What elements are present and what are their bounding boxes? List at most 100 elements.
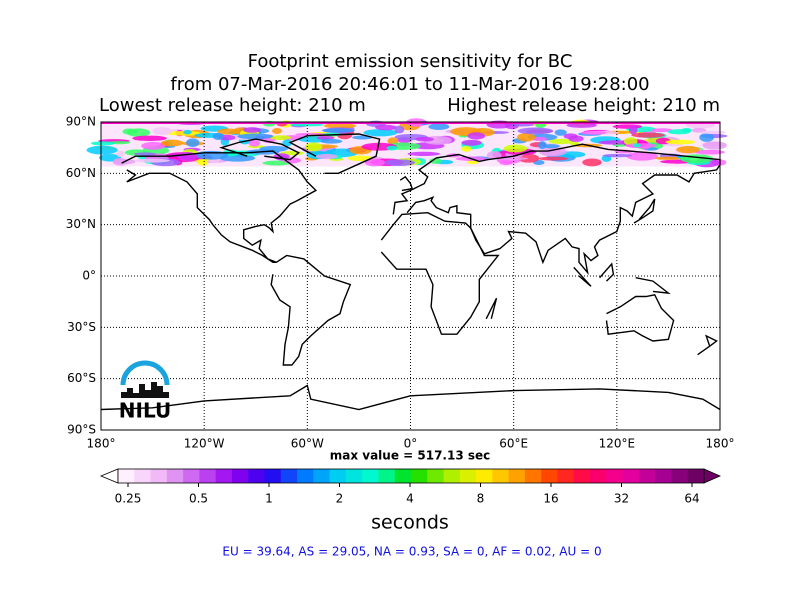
colorbar-tick-label: 0.5 — [189, 492, 208, 506]
lon-tick-label: 60°E — [499, 437, 528, 451]
footprint-cell — [183, 129, 192, 135]
coastline — [633, 198, 656, 224]
footprint-cell — [90, 141, 115, 146]
footprint-cell — [665, 139, 696, 145]
colorbar-segment — [671, 469, 689, 483]
colorbar-tick-label: 1 — [265, 492, 273, 506]
footprint-cell — [580, 131, 607, 135]
footprint-cell — [394, 125, 405, 134]
footprint-cell — [315, 153, 338, 160]
lat-tick-label: 60°S — [67, 371, 96, 385]
footprint-cell — [699, 133, 715, 142]
colorbar: 0.25 0.5 1 2 4 8 16 32 64 — [99, 468, 721, 506]
logo-buildings — [121, 382, 169, 398]
colorbar-segment — [378, 469, 396, 483]
logo-arc — [120, 360, 170, 386]
colorbar-segment — [427, 469, 445, 483]
footprint-cell — [323, 123, 357, 129]
title-line: Footprint emission sensitivity for BC — [248, 51, 573, 72]
colorbar-tick-label: 8 — [477, 492, 485, 506]
footprint-cell — [116, 150, 125, 158]
footprint-cell — [505, 123, 535, 127]
title-line: from 07-Mar-2016 20:46:01 to 11-Mar-2016… — [170, 74, 649, 95]
footprint-cell — [626, 151, 658, 161]
colorbar-tick-label: 0.25 — [115, 492, 142, 506]
coastline — [270, 254, 352, 366]
lat-tick-label: 90°N — [66, 115, 96, 129]
coastline — [697, 334, 718, 356]
footprint-cell — [122, 128, 138, 135]
footprint-cell — [375, 124, 397, 131]
footprint-cell — [503, 144, 528, 153]
region-summary: EU = 39.64, AS = 29.05, NA = 0.93, SA = … — [222, 545, 601, 559]
colorbar-segment — [687, 469, 705, 483]
lat-tick-label: 0° — [82, 269, 96, 283]
footprint-cell — [548, 138, 574, 145]
footprint-cell — [217, 128, 240, 135]
logo-text: NILU — [119, 399, 171, 423]
colorbar-segment — [231, 469, 249, 483]
footprint-cell — [628, 125, 638, 135]
footprint-cell — [141, 141, 166, 150]
coastline — [392, 143, 721, 276]
footprint-cell — [387, 137, 399, 145]
coastline — [121, 150, 318, 263]
colorbar-segment — [118, 469, 135, 483]
colorbar-segment — [183, 469, 200, 483]
footprint-cell — [212, 132, 224, 141]
footprint-cell — [486, 151, 502, 160]
colorbar-segment — [622, 469, 640, 483]
footprint-cell — [566, 122, 597, 128]
colorbar-tick-label: 64 — [684, 492, 699, 506]
colorbar-tick-label: 4 — [406, 492, 414, 506]
footprint-cell — [651, 128, 673, 133]
colorbar-extend-high — [703, 468, 721, 484]
colorbar-segment — [459, 469, 477, 483]
lon-tick-label: 120°E — [599, 437, 636, 451]
colorbar-segment — [590, 469, 607, 483]
footprint-cell — [152, 127, 172, 136]
footprint-cell — [134, 158, 171, 163]
footprint-cell — [208, 159, 220, 163]
colorbar-segment — [606, 469, 624, 483]
footprint-cell — [542, 144, 560, 149]
colorbar-segment — [573, 469, 591, 483]
colorbar-segment — [394, 469, 412, 483]
footprint-cell — [316, 135, 335, 140]
footprint-cell — [320, 138, 343, 144]
footprint-cell — [86, 145, 118, 155]
lon-tick-label: 0° — [404, 437, 418, 451]
colorbar-frame — [117, 468, 705, 484]
lowest-release-height: Lowest release height: 210 m — [99, 95, 366, 116]
footprint-cell — [694, 149, 725, 155]
colorbar-tick-label: 2 — [336, 492, 344, 506]
lon-tick-label: 60°W — [291, 437, 324, 451]
lat-tick-label: 60°N — [66, 166, 96, 180]
footprint-cell — [654, 156, 682, 160]
footprint-cell — [569, 141, 580, 146]
colorbar-segment — [329, 469, 347, 483]
footprint-cell — [305, 142, 323, 152]
footprint-cell — [248, 139, 261, 147]
footprint-cell — [554, 129, 567, 136]
colorbar-tick-label: 16 — [543, 492, 558, 506]
footprint-cell — [363, 129, 398, 137]
map-frame — [100, 121, 721, 431]
coastline — [219, 138, 300, 161]
footprint-cell — [531, 136, 548, 141]
footprint-cell — [517, 153, 540, 163]
coastline — [288, 133, 381, 174]
land — [100, 133, 721, 411]
footprint-cell — [598, 140, 632, 145]
colorbar-extend-low — [99, 468, 119, 484]
colorbar-segment — [411, 469, 428, 483]
colorbar-segment — [215, 469, 233, 483]
lon-tick-label: 180° — [87, 437, 116, 451]
footprint-cell — [289, 123, 324, 127]
footprint-cell — [282, 139, 293, 147]
footprint-cell — [415, 136, 434, 142]
colorbar-segment — [655, 469, 672, 483]
coastline — [485, 297, 498, 320]
footprint-cell — [467, 132, 486, 140]
colorbar-segment — [476, 469, 493, 483]
